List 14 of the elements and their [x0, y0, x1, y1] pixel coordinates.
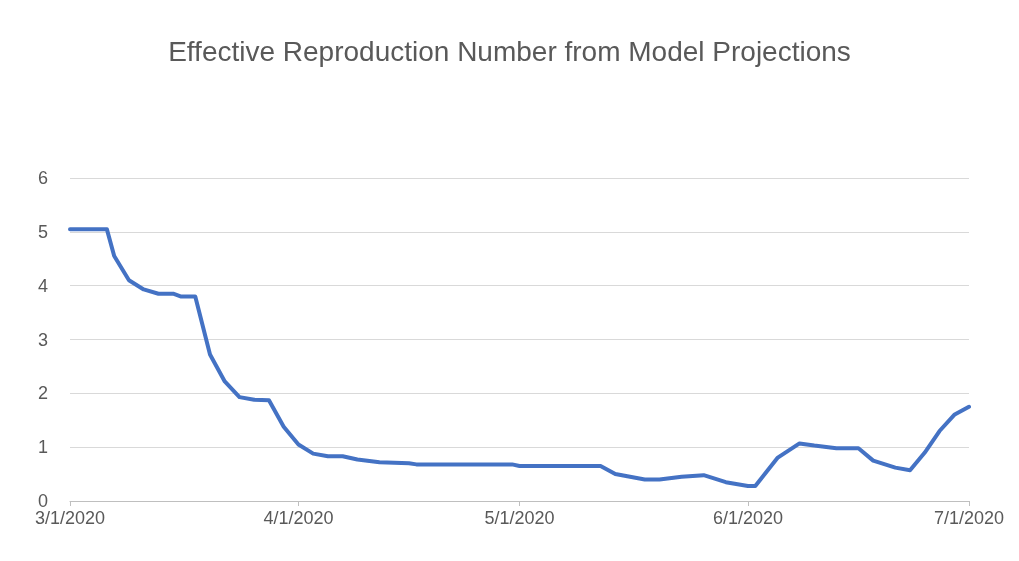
y-tick-label: 1 [37, 437, 48, 458]
x-tick-label: 6/1/2020 [712, 508, 783, 528]
x-tick-label: 5/1/2020 [484, 508, 555, 528]
y-tick-label: 4 [37, 275, 48, 296]
y-tick-label: 3 [37, 329, 48, 350]
chart-title: Effective Reproduction Number from Model Projections [167, 35, 852, 69]
y-tick-label: 6 [37, 168, 48, 188]
y-tick-label: 5 [37, 221, 48, 242]
x-tick-label: 7/1/2020 [933, 508, 1005, 528]
y-tick-label: 2 [37, 383, 48, 404]
x-tick-label: 3/1/2020 [34, 508, 106, 528]
x-tick-label: 4/1/2020 [263, 508, 334, 528]
line-series [68, 227, 971, 488]
y-tick-label: 0 [37, 491, 48, 511]
